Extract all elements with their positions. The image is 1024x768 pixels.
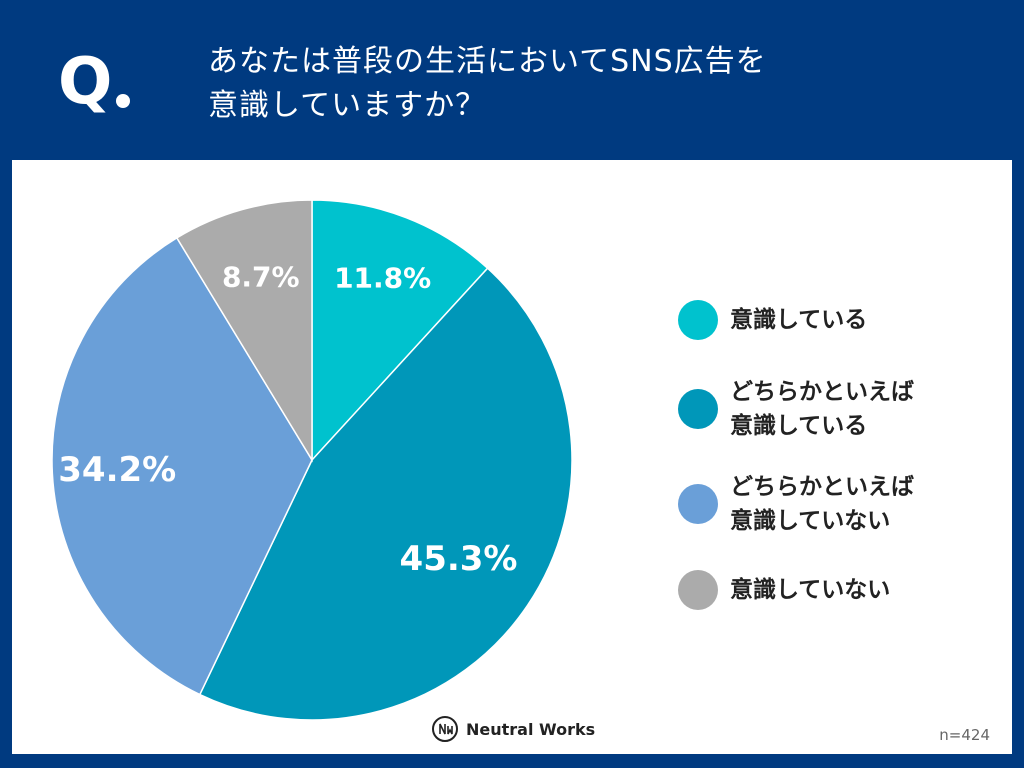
legend-label: 意識していない (730, 577, 891, 603)
sample-size: n=424 (939, 726, 990, 744)
slice-unaware-label: 8.7% (222, 261, 300, 294)
legend-item-somewhat-aware: どちらかといえば 意識している (678, 379, 998, 439)
question-text: あなたは普段の生活においてSNS広告を 意識していますか？ (208, 40, 968, 128)
neutral-works-logo-icon (432, 716, 458, 742)
question-line-2: 意識していますか？ (208, 88, 487, 123)
legend-label: 意識している (730, 307, 868, 333)
legend-swatch (678, 570, 718, 610)
legend-item-unaware: 意識していない (678, 560, 998, 620)
slice-somewhat-aware-label: 45.3% (400, 539, 518, 579)
pie-chart: 11.8% 45.3% 34.2% 8.7% (51, 199, 573, 721)
slice-unaware (175, 199, 313, 463)
q-mark: Q (58, 45, 113, 119)
slice-aware (311, 199, 489, 462)
question-line-1: あなたは普段の生活においてSNS広告を (208, 44, 767, 79)
legend-item-aware: 意識している (678, 290, 998, 350)
chart-panel: 11.8% 45.3% 34.2% 8.7% 意識している どちらかといえば 意識して… (12, 160, 1012, 754)
legend-swatch (678, 389, 718, 429)
q-dot-icon (116, 94, 130, 108)
slice-somewhat-unaware-label: 34.2% (58, 450, 176, 490)
legend-item-somewhat-unaware: どちらかといえば 意識していない (678, 474, 998, 534)
brand-logo: Neutral Works (432, 714, 595, 744)
slice-aware-label: 11.8% (334, 262, 431, 295)
slice-somewhat-aware (198, 267, 573, 721)
legend-swatch (678, 300, 718, 340)
legend-swatch (678, 484, 718, 524)
slice-somewhat-unaware (51, 236, 313, 696)
header: Q あなたは普段の生活においてSNS広告を 意識していますか？ (0, 0, 1024, 160)
brand-name: Neutral Works (466, 719, 596, 739)
legend-label: どちらかといえば 意識している (730, 379, 914, 439)
legend-label: どちらかといえば 意識していない (730, 474, 914, 534)
